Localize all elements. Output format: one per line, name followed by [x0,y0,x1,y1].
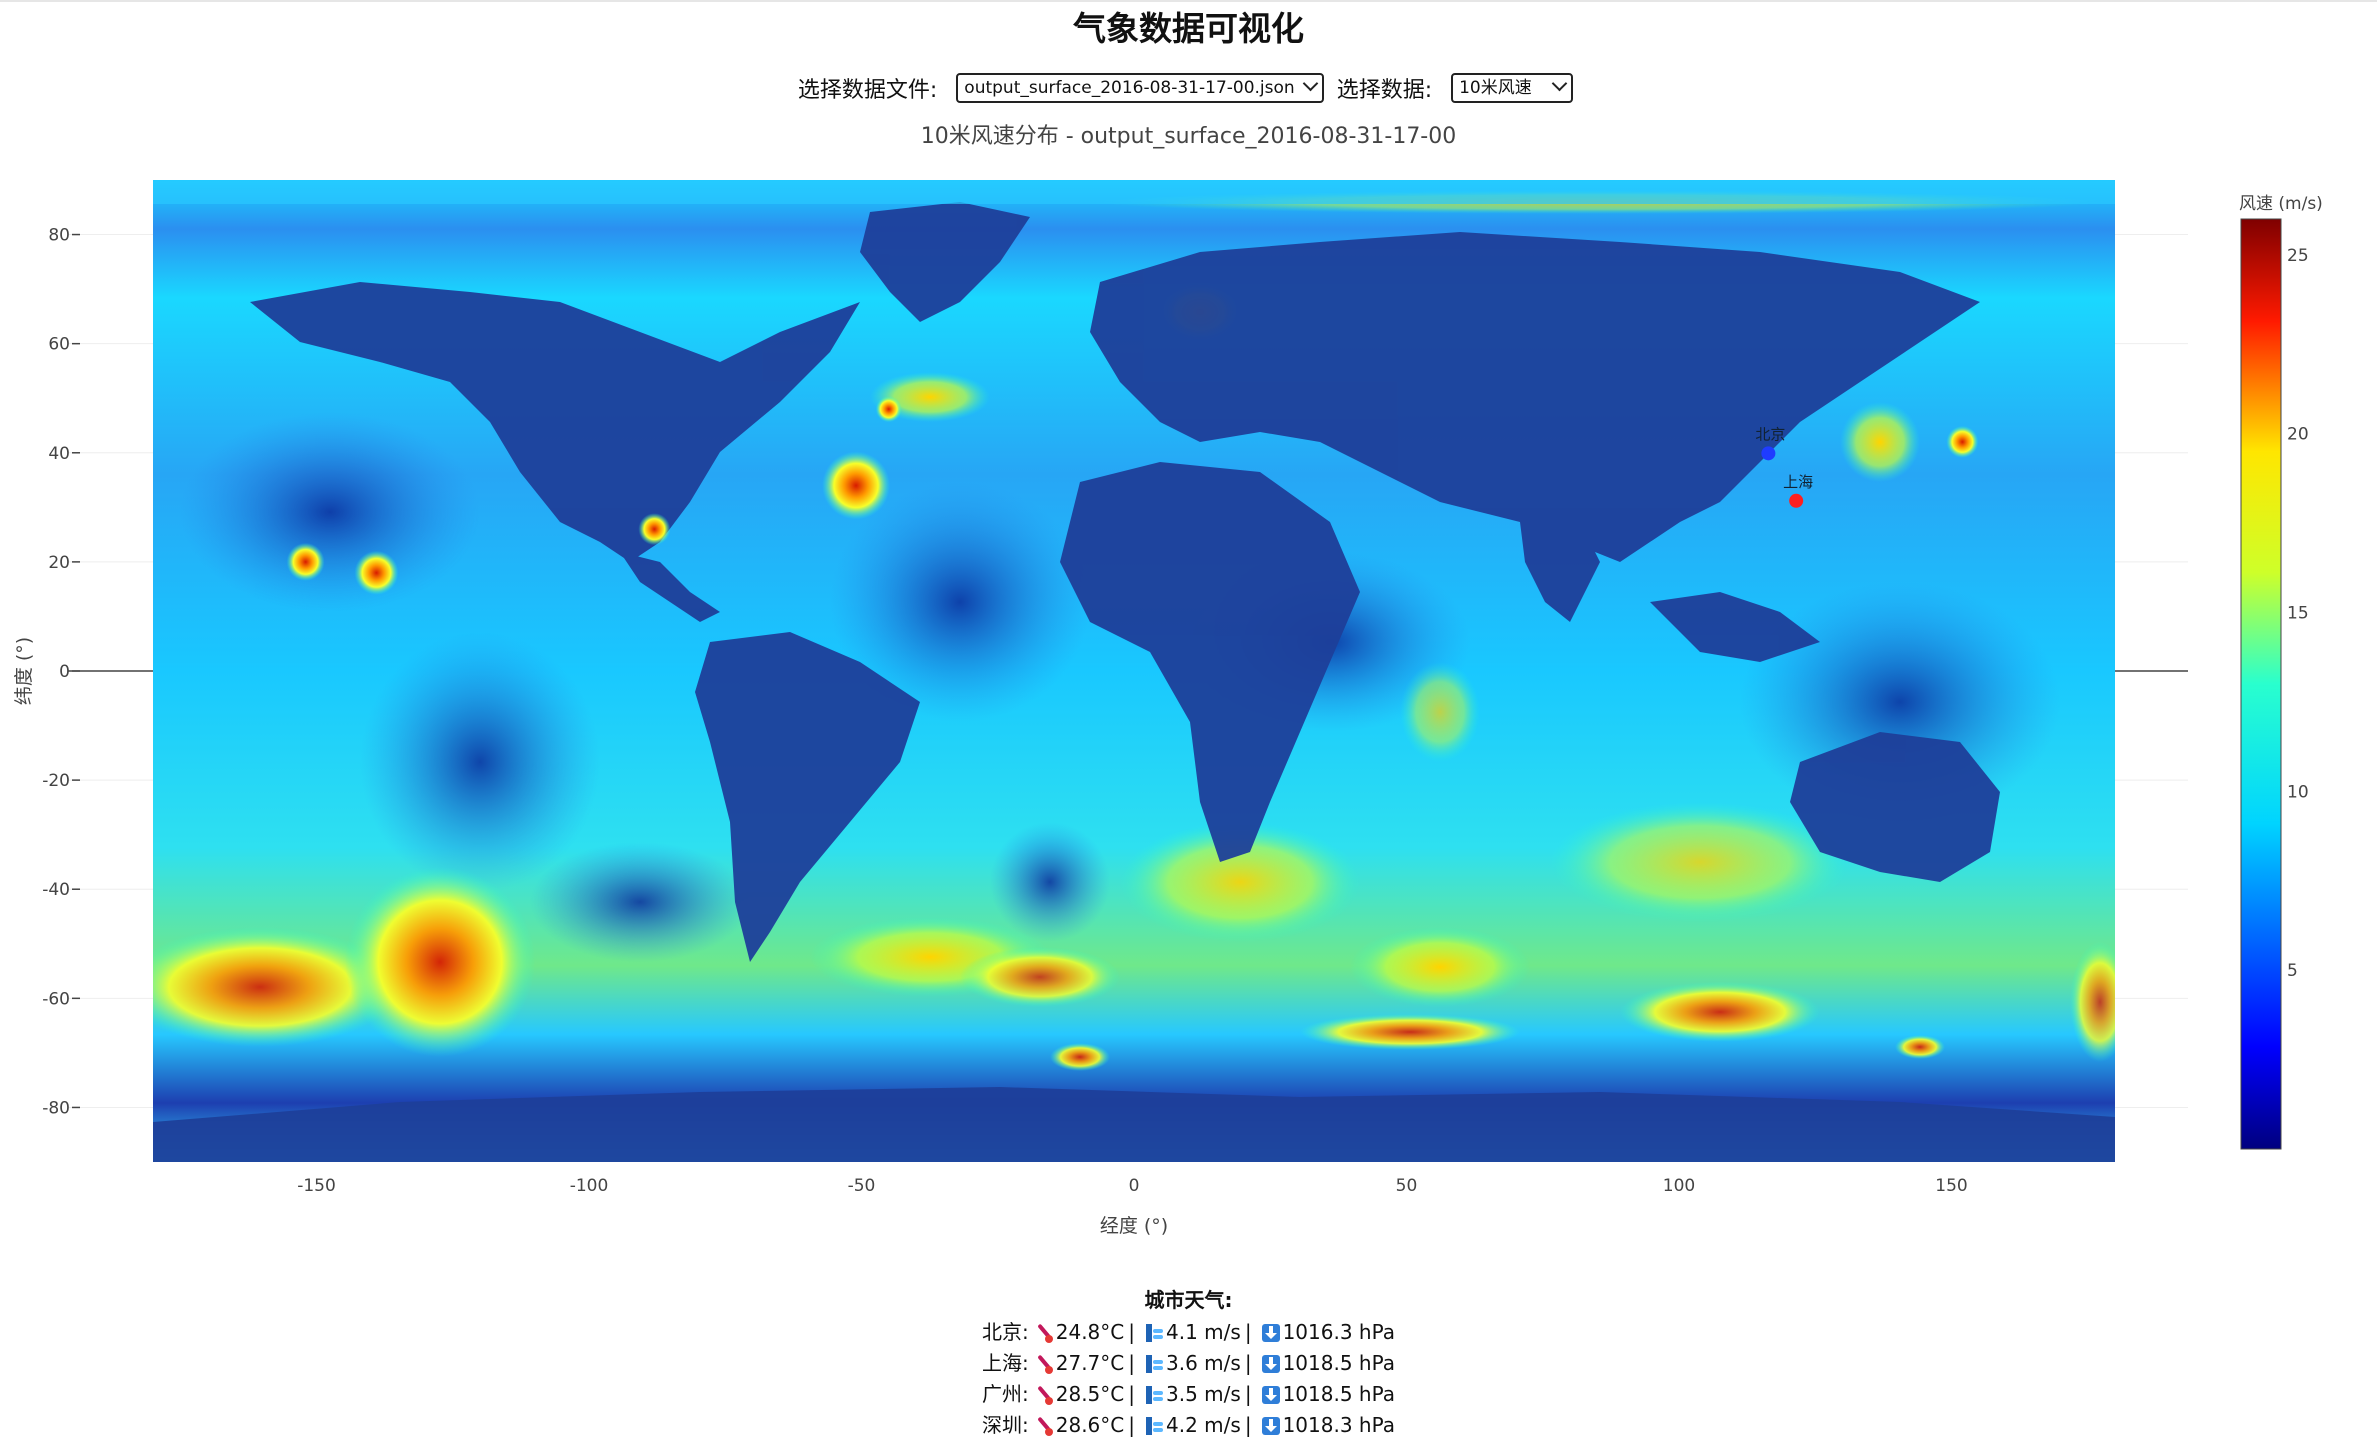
city-pressure: 1018.3 hPa [1282,1413,1395,1437]
city-weather-heading: 城市天气: [1144,1288,1233,1312]
y-tick-label: -80 [42,1098,70,1118]
colorbar-tick-label: 15 [2287,603,2309,623]
separator: | [1128,1413,1135,1437]
separator: | [1244,1413,1252,1437]
city-name: 北京: [982,1320,1029,1344]
x-axis-label: 经度 (°) [1100,1215,1168,1237]
x-tick-label: -100 [570,1176,609,1196]
city-wind-speed: 3.6 m/s [1166,1351,1241,1375]
city-weather-list: 北京: 24.8°C | 4.1 m/s | 1016.3 hPa 上海: 27.7°C | 3.… [0,1317,2377,1441]
city-pressure: 1018.5 hPa [1282,1351,1395,1375]
axis-layer: 80 60 40 20 0 -20 -40 -60 -80 -150 -100 -50 0 50 100 15… [13,226,1968,1237]
separator: | [1244,1382,1252,1406]
wind-icon [1145,1324,1163,1342]
x-tick-label: 50 [1396,1176,1418,1196]
y-tick-label: 40 [48,444,70,464]
wind-hotspot [822,451,891,520]
city-weather-row: 深圳: 28.6°C | 4.2 m/s | 1018.3 hPa [0,1410,2377,1441]
data-select-value: 10米风速 [1459,78,1532,98]
separator: | [1128,1351,1135,1375]
colorbar-tick-label: 20 [2287,425,2309,445]
heatmap-land-regions [153,202,2115,1162]
wind-icon [1145,1417,1163,1435]
pressure-down-arrow-icon [1261,1355,1280,1373]
y-tick-label: 20 [48,553,70,573]
colorbar-tick-label: 5 [2287,961,2298,981]
controls-bar: 选择数据文件: output_surface_2016-08-31-17-00.… [0,72,2377,104]
city-temperature: 27.7°C [1055,1351,1125,1375]
city-temperature: 28.5°C [1055,1382,1125,1406]
city-weather-row: 北京: 24.8°C | 4.1 m/s | 1016.3 hPa [0,1317,2377,1348]
pressure-down-arrow-icon [1261,1324,1280,1342]
y-tick-label: 0 [59,662,70,682]
x-tick-label: -50 [848,1176,876,1196]
data-select-label: 选择数据: [1336,78,1433,103]
x-tick-label: 150 [1935,1176,1967,1196]
data-select[interactable]: 10米风速 [1451,73,1574,103]
wind-hotspot [875,396,902,423]
wind-icon [1145,1386,1163,1404]
city-weather-row: 上海: 27.7°C | 3.6 m/s | 1018.5 hPa [0,1348,2377,1379]
city-pressure: 1016.3 hPa [1282,1320,1395,1344]
city-wind-speed: 4.1 m/s [1166,1320,1241,1344]
x-tick-label: 0 [1129,1176,1140,1196]
y-tick-label: -60 [42,989,70,1009]
wind-hotspot [354,550,399,595]
x-tick-label: 100 [1663,1176,1695,1196]
city-name: 上海: [982,1351,1029,1375]
separator: | [1128,1320,1135,1344]
city-marker [1789,493,1804,508]
separator: | [1244,1320,1252,1344]
file-select-label: 选择数据文件: [797,78,938,103]
city-weather-row: 广州: 28.5°C | 3.5 m/s | 1018.5 hPa [0,1379,2377,1410]
city-wind-speed: 3.5 m/s [1166,1382,1241,1406]
pressure-down-arrow-icon [1261,1417,1280,1435]
file-select-value: output_surface_2016-08-31-17-00.json [964,78,1295,98]
y-tick-label: 80 [48,226,70,246]
thermometer-icon [1035,1386,1053,1405]
wind-hotspot [1946,425,1979,458]
city-temperature: 24.8°C [1055,1320,1125,1344]
city-pressure: 1018.5 hPa [1282,1382,1395,1406]
y-tick-label: -20 [42,771,70,791]
page-title: 气象数据可视化 [1073,9,1304,48]
thermometer-icon [1035,1355,1053,1374]
city-weather-panel: 城市天气: 北京: 24.8°C | 4.1 m/s | 1016.3 hPa 上海: 27.… [0,1284,2377,1441]
heatmap-polar-band [153,180,2115,204]
wind-icon [1145,1355,1163,1373]
city-name: 广州: [982,1382,1029,1406]
city-marker-label: 上海 [1783,473,1813,491]
separator: | [1128,1382,1135,1406]
thermometer-icon [1035,1324,1053,1343]
city-wind-speed: 4.2 m/s [1166,1413,1241,1437]
x-tick-label: -150 [297,1176,336,1196]
colorbar-tick-label: 25 [2287,246,2309,266]
y-tick-label: 60 [48,335,70,355]
chart-title: 10米风速分布 - output_surface_2016-08-31-17-0… [920,124,1457,149]
wind-hotspot [286,542,325,581]
city-marker-label: 北京 [1755,425,1785,443]
colorbar-tick-label: 10 [2287,782,2309,802]
pressure-down-arrow-icon [1261,1386,1280,1404]
colorbar-scale [2240,218,2282,1150]
hotspot-layer [286,396,1979,595]
city-marker [1761,446,1776,461]
y-tick-label: -40 [42,880,70,900]
city-temperature: 28.6°C [1055,1413,1125,1437]
colorbar: 风速 (m/s) 25 20 15 10 5 [2239,194,2323,1150]
file-select[interactable]: output_surface_2016-08-31-17-00.json [956,73,1324,103]
city-name: 深圳: [982,1413,1029,1437]
thermometer-icon [1035,1417,1053,1436]
y-axis-label: 纬度 (°) [13,637,35,705]
colorbar-title: 风速 (m/s) [2239,194,2323,214]
wind-hotspot [638,513,671,546]
separator: | [1244,1351,1252,1375]
